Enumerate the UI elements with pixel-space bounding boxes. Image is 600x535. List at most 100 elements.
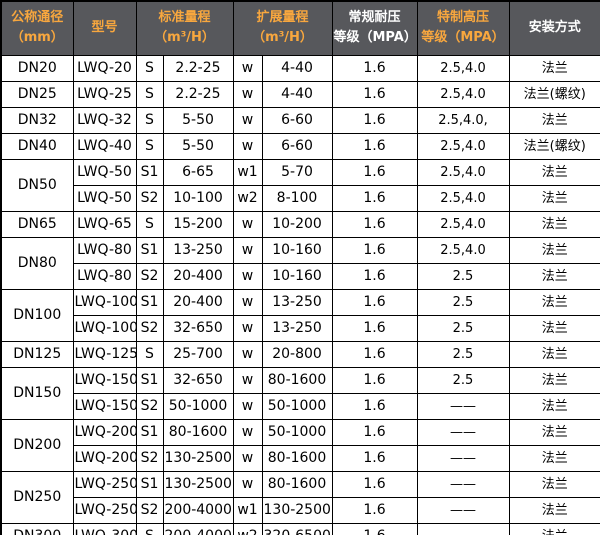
cell-high-pressure: 2.5	[416, 314, 510, 342]
cell-high-pressure: 2.5,4.0	[416, 184, 510, 212]
cell-extended-range: 50-1000	[261, 418, 333, 446]
cell-model: LWQ-150	[72, 366, 137, 394]
cell-standard-code: S	[135, 210, 164, 238]
cell-diameter: DN125	[0, 340, 74, 368]
cell-standard-range: 2.2-25	[162, 54, 234, 82]
cell-extended-range: 8-100	[261, 184, 333, 212]
cell-standard-range: 5-50	[162, 106, 234, 134]
cell-standard-code: S	[135, 340, 164, 368]
cell-install: 法兰	[508, 236, 600, 264]
cell-diameter: DN25	[0, 80, 74, 108]
cell-model: LWQ-40	[72, 132, 137, 160]
cell-pressure: 1.6	[331, 236, 418, 264]
cell-extended-range: 20-800	[261, 340, 333, 368]
cell-model: LWQ-100	[72, 288, 137, 316]
cell-install: 法兰	[508, 158, 600, 186]
cell-install: 法兰	[508, 210, 600, 238]
cell-standard-code: S	[135, 522, 164, 535]
cell-pressure: 1.6	[331, 314, 418, 342]
cell-install: 法兰	[508, 366, 600, 394]
cell-extended-range: 80-1600	[261, 470, 333, 498]
cell-high-pressure: 2.5	[416, 340, 510, 368]
cell-high-pressure: 2.5	[416, 262, 510, 290]
header-standard-range: 标准量程 （m³/H）	[135, 0, 234, 56]
cell-extended-range: 80-1600	[261, 444, 333, 472]
cell-standard-range: 6-65	[162, 158, 234, 186]
table-row: DN20 LWQ-20 S 2.2-25 w 4-40 1.6 2.5,4.0 法兰	[0, 54, 600, 82]
cell-install: 法兰	[508, 106, 600, 134]
cell-model: LWQ-50	[72, 158, 137, 186]
table-row: DN125 LWQ-125 S 25-700 w 20-800 1.6 2.5 法兰	[0, 340, 600, 368]
cell-high-pressure: ——	[416, 496, 510, 524]
table-header: 公称通径 （mm） 型号 标准量程 （m³/H） 扩展量程 （m³/H） 常规耐…	[0, 0, 600, 56]
cell-extended-range: 13-250	[261, 288, 333, 316]
cell-standard-range: 5-50	[162, 132, 234, 160]
table-row: LWQ-250 S2 200-4000 w1 130-2500 1.6 —— 法兰	[1, 496, 600, 524]
cell-extended-code: w	[232, 54, 263, 82]
cell-extended-range: 6-60	[261, 132, 333, 160]
cell-high-pressure: 2.5,4.0	[416, 132, 510, 160]
cell-install: 法兰	[508, 522, 600, 535]
cell-high-pressure: 2.5,4.0	[416, 236, 510, 264]
cell-model: LWQ-100	[72, 314, 137, 342]
cell-high-pressure: 2.5	[416, 366, 510, 394]
cell-model: LWQ-20	[72, 54, 137, 82]
cell-extended-range: 10-160	[261, 236, 333, 264]
cell-high-pressure: 2.5	[416, 288, 510, 316]
cell-extended-code: w	[232, 470, 263, 498]
cell-standard-code: S1	[135, 418, 164, 446]
cell-extended-range: 130-2500	[261, 496, 333, 524]
header-extended-range: 扩展量程 （m³/H）	[232, 0, 333, 56]
header-row: 公称通径 （mm） 型号 标准量程 （m³/H） 扩展量程 （m³/H） 常规耐…	[0, 0, 600, 56]
cell-pressure: 1.6	[331, 392, 418, 420]
cell-model: LWQ-25	[72, 80, 137, 108]
table-row: DN200 LWQ-200 S1 80-1600 w 50-1000 1.6 —— 法兰	[0, 418, 600, 472]
cell-pressure: 1.6	[331, 54, 418, 82]
cell-extended-code: w	[232, 262, 263, 290]
cell-diameter: DN100	[0, 288, 74, 342]
cell-install: 法兰	[508, 340, 600, 368]
cell-standard-code: S2	[135, 444, 164, 472]
cell-standard-range: 80-1600	[162, 418, 234, 446]
cell-model: LWQ-200	[72, 418, 137, 446]
cell-high-pressure: 2.5,4.0	[416, 158, 510, 186]
cell-install: 法兰(螺纹)	[508, 80, 600, 108]
cell-model: LWQ-200	[72, 444, 137, 472]
cell-standard-range: 13-250	[162, 236, 234, 264]
cell-install: 法兰	[508, 262, 600, 290]
cell-extended-range: 10-200	[261, 210, 333, 238]
cell-extended-range: 4-40	[261, 80, 333, 108]
cell-extended-range: 50-1000	[261, 392, 333, 420]
cell-high-pressure	[416, 522, 510, 535]
cell-standard-range: 25-700	[162, 340, 234, 368]
cell-standard-range: 32-650	[162, 314, 234, 342]
cell-standard-code: S1	[135, 288, 164, 316]
table-row: LWQ-100 S2 32-650 w 13-250 1.6 2.5 法兰	[1, 314, 600, 342]
cell-extended-code: w	[232, 392, 263, 420]
cell-install: 法兰	[508, 418, 600, 446]
cell-standard-range: 32-650	[162, 366, 234, 394]
cell-standard-range: 130-2500	[162, 470, 234, 498]
header-diameter: 公称通径 （mm）	[0, 0, 74, 56]
header-model: 型号	[72, 0, 137, 56]
cell-standard-code: S2	[135, 496, 164, 524]
header-pressure-rating: 常规耐压 等级（MPA）	[331, 0, 418, 56]
cell-model: LWQ-50	[72, 184, 137, 212]
cell-standard-range: 20-400	[162, 262, 234, 290]
cell-model: LWQ-300	[72, 522, 137, 535]
cell-pressure: 1.6	[331, 522, 418, 535]
cell-diameter: DN80	[0, 236, 74, 290]
cell-pressure: 1.6	[331, 340, 418, 368]
table-body: DN20 LWQ-20 S 2.2-25 w 4-40 1.6 2.5,4.0 法兰 DN25 LW…	[0, 54, 600, 535]
table-row: LWQ-80 S2 20-400 w 10-160 1.6 2.5 法兰	[1, 262, 600, 290]
table-row: DN25 LWQ-25 S 2.2-25 w 4-40 1.6 2.5,4.0 法兰(螺纹)	[0, 80, 600, 108]
cell-high-pressure: ——	[416, 470, 510, 498]
cell-extended-code: w	[232, 418, 263, 446]
table-row: DN150 LWQ-150 S1 32-650 w 80-1600 1.6 2.5 法兰	[0, 366, 600, 420]
cell-standard-range: 20-400	[162, 288, 234, 316]
cell-pressure: 1.6	[331, 158, 418, 186]
cell-extended-code: w	[232, 132, 263, 160]
cell-model: LWQ-32	[72, 106, 137, 134]
cell-model: LWQ-250	[72, 496, 137, 524]
